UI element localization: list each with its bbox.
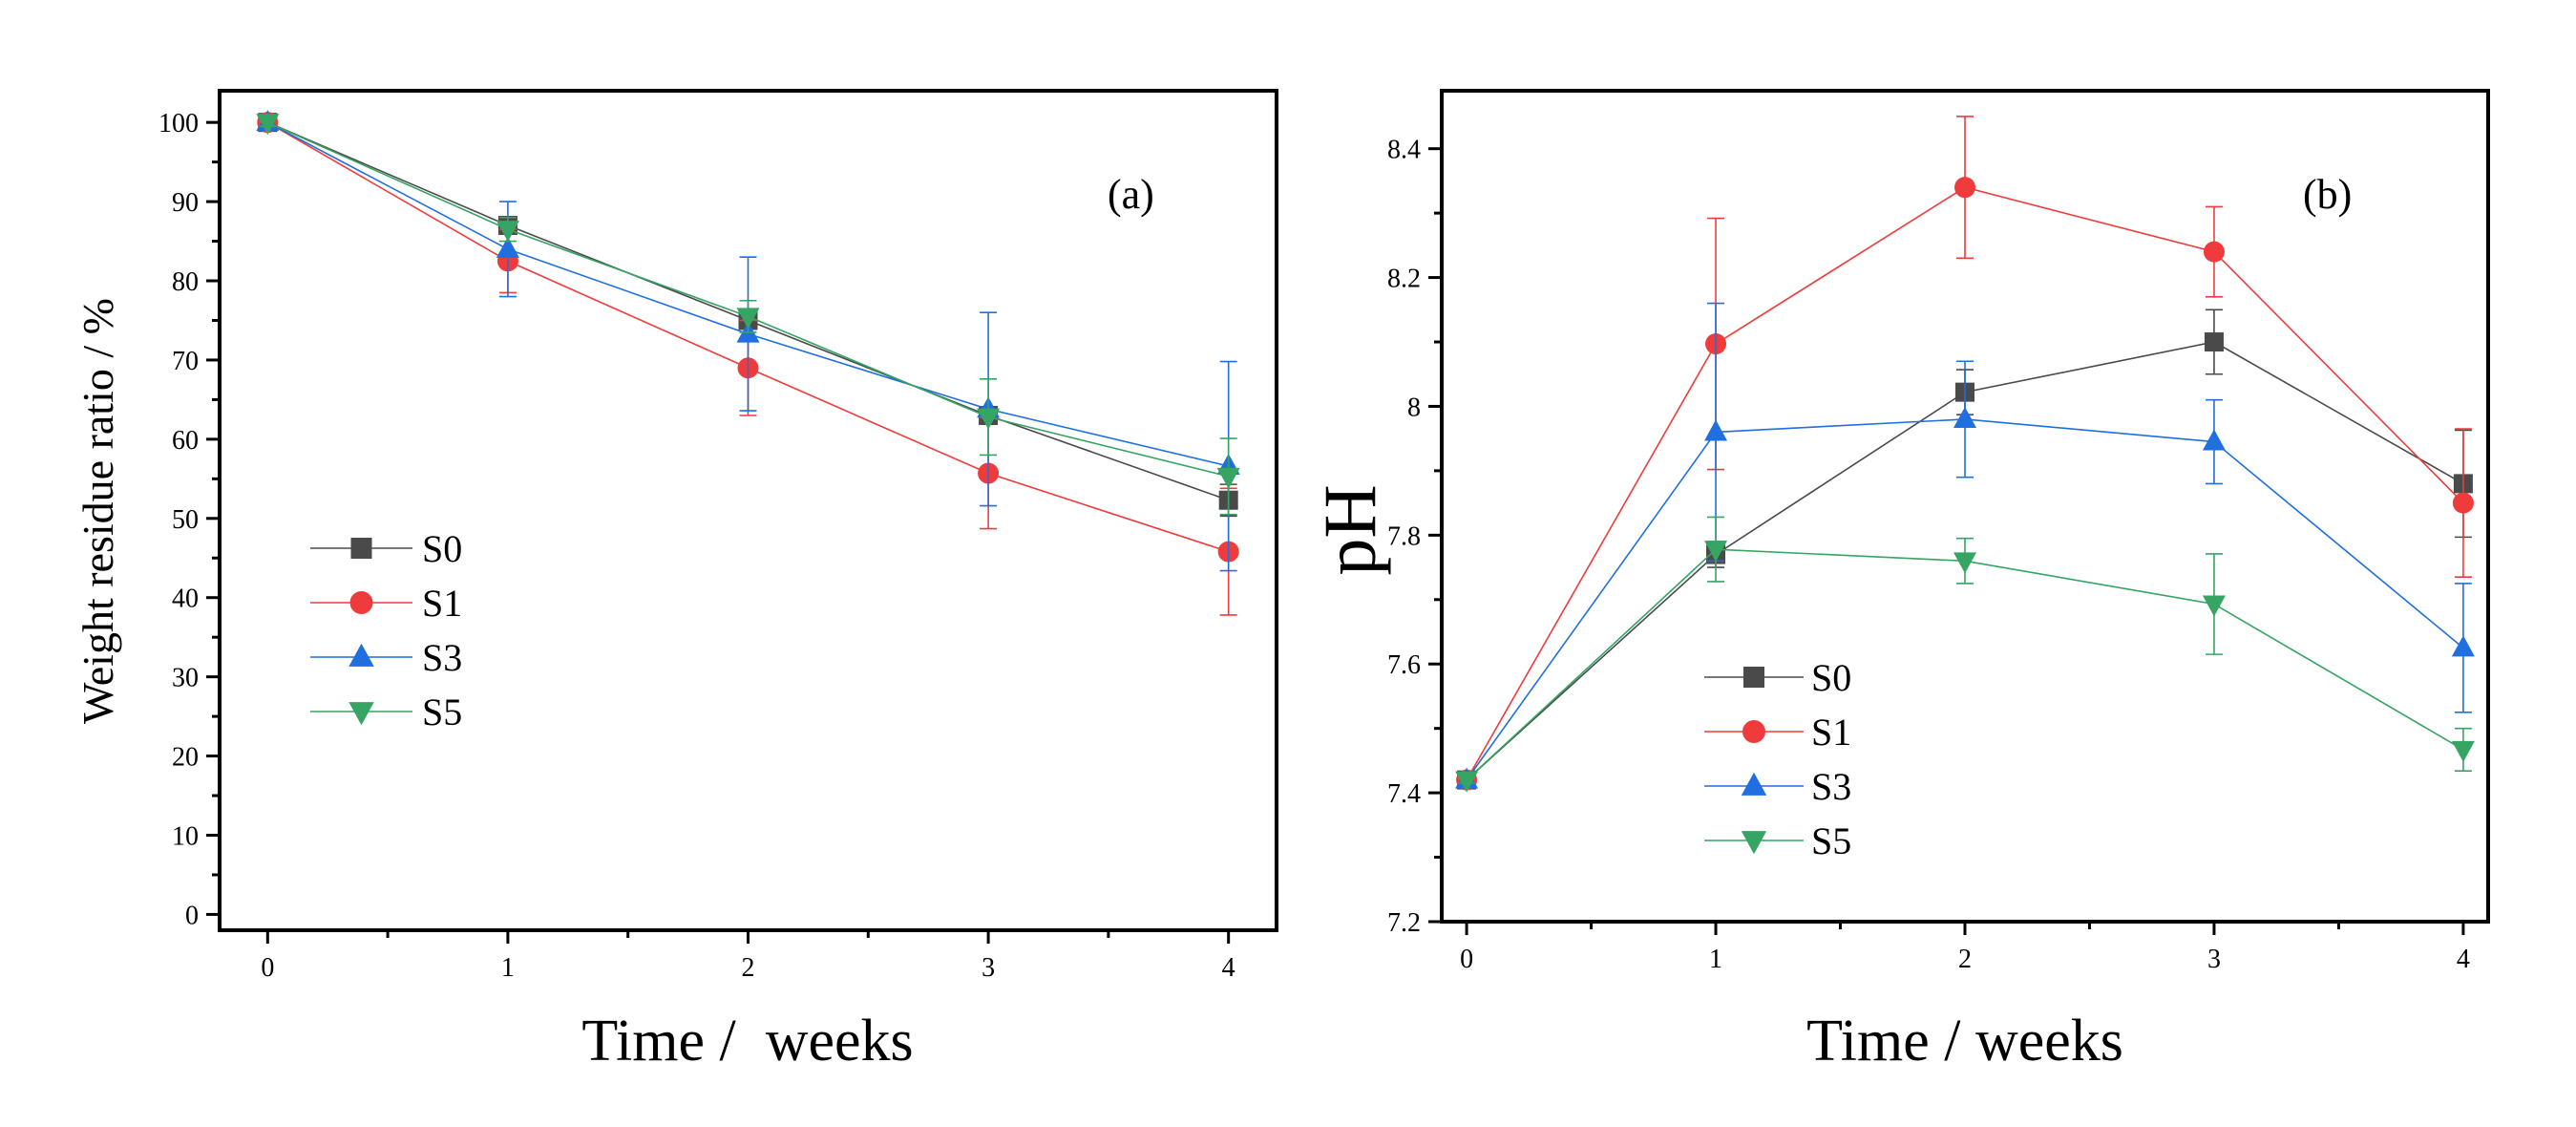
x-tick-label: 1 — [501, 953, 515, 983]
x-axis-title-b: Time / weeks — [1806, 1009, 2123, 1074]
y-tick-label: 90 — [172, 188, 199, 218]
x-tick-label: 4 — [2457, 945, 2470, 974]
y-tick-label: 8.2 — [1387, 265, 1421, 294]
data-point-s5 — [977, 408, 1001, 430]
y-tick-label: 0 — [185, 901, 199, 930]
x-tick-label: 2 — [1958, 945, 1972, 974]
x-tick-label: 2 — [742, 953, 755, 983]
legend-marker-s3 — [348, 643, 374, 667]
data-point-s5 — [2451, 740, 2475, 762]
x-tick-label: 3 — [982, 953, 995, 983]
x-tick-label: 0 — [1460, 945, 1473, 974]
x-tick-label: 4 — [1222, 953, 1235, 983]
y-tick-label: 100 — [158, 109, 199, 138]
x-tick-label: 1 — [1709, 945, 1722, 974]
panel-label-b: (b) — [2303, 171, 2352, 218]
y-tick-label: 70 — [172, 347, 199, 376]
data-point-s5 — [1455, 771, 1479, 793]
legend-marker-s0 — [350, 538, 372, 559]
y-tick-label: 60 — [172, 426, 199, 456]
data-point-s3 — [496, 236, 519, 258]
legend-label-s5: S5 — [1811, 819, 1851, 862]
chart-panel-b: (b) Time / weeks pH 0 1 2 3 4 7.2 7.4 7.6 7.8 8 8.… — [1308, 89, 2490, 1074]
data-point-s5 — [736, 308, 760, 330]
chart-panel-a: (a) Time / weeks Weight residue ratio / … — [74, 89, 1278, 1074]
y-tick-label: 50 — [172, 505, 199, 535]
series-line-s1 — [1466, 186, 2464, 781]
data-point-s0 — [2204, 332, 2224, 352]
legend-label-s1: S1 — [1811, 711, 1851, 754]
panel-label-a: (a) — [1108, 171, 1154, 218]
legend-label-s3: S3 — [422, 636, 462, 679]
data-point-s5 — [1216, 467, 1240, 489]
data-point-s5 — [256, 114, 280, 136]
data-point-s5 — [1953, 552, 1976, 574]
data-point-s5 — [2202, 595, 2226, 617]
legend-marker-s5 — [348, 702, 374, 726]
y-tick-label: 30 — [172, 664, 199, 693]
legend-marker-s3 — [1741, 772, 1767, 796]
y-tick-label: 40 — [172, 585, 199, 614]
y-tick-label: 7.6 — [1387, 650, 1421, 680]
legend-label-s5: S5 — [422, 691, 462, 734]
y-tick-label: 8 — [1407, 393, 1421, 422]
y-tick-label: 10 — [172, 821, 199, 851]
legend-label-s0: S0 — [422, 527, 462, 570]
y-tick-label: 80 — [172, 267, 199, 297]
legend-marker-s1 — [1742, 720, 1765, 743]
legend-label-s0: S0 — [1811, 656, 1851, 699]
data-point-s1 — [2452, 492, 2474, 514]
x-tick-label: 0 — [261, 953, 274, 983]
data-point-s3 — [1953, 406, 1976, 428]
legend-marker-s5 — [1741, 831, 1767, 855]
legend-marker-s1 — [349, 591, 373, 614]
data-point-s3 — [2202, 429, 2226, 451]
y-axis-title-a: Weight residue ratio / % — [74, 298, 122, 724]
y-tick-label: 7.2 — [1387, 908, 1421, 938]
y-axis-title-b: pH — [1308, 484, 1391, 575]
legend-marker-s0 — [1743, 667, 1764, 688]
x-tick-label: 3 — [2207, 945, 2221, 974]
data-point-s1 — [2203, 241, 2225, 263]
data-point-s5 — [496, 221, 519, 243]
x-axis-title-a: Time / weeks — [581, 1009, 913, 1074]
data-point-s1 — [1954, 177, 1975, 199]
y-tick-label: 7.4 — [1387, 779, 1421, 809]
y-tick-label: 8.4 — [1387, 136, 1421, 165]
y-tick-label: 7.8 — [1387, 521, 1421, 551]
data-point-s3 — [2451, 635, 2475, 657]
y-tick-label: 20 — [172, 743, 199, 773]
data-point-s5 — [1704, 541, 1728, 563]
legend-label-s1: S1 — [422, 582, 462, 625]
legend-label-s3: S3 — [1811, 765, 1851, 808]
data-point-s3 — [1704, 419, 1728, 441]
